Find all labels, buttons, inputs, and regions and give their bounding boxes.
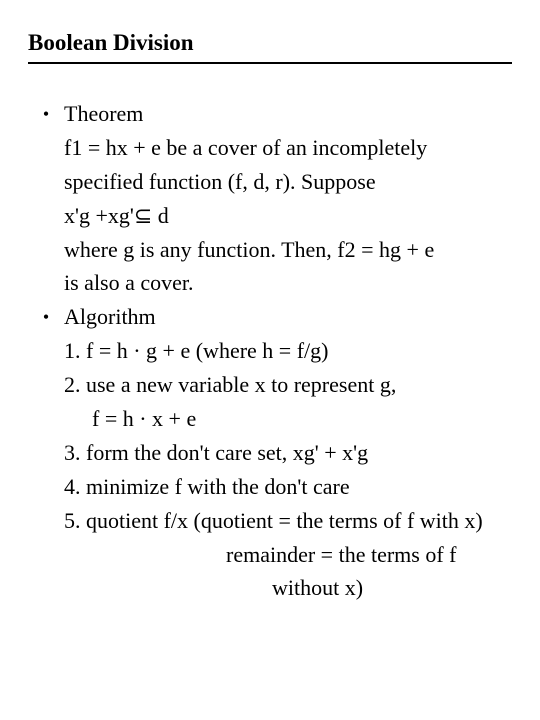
page-title: Boolean Division bbox=[28, 30, 512, 64]
algo-step: 4. minimize f with the don't care bbox=[28, 471, 512, 503]
theorem-line: f1 = hx + e be a cover of an incompletel… bbox=[28, 132, 512, 164]
bullet-label-algorithm: Algorithm bbox=[64, 301, 512, 333]
bullet-theorem: • Theorem bbox=[28, 98, 512, 130]
theorem-line: where g is any function. Then, f2 = hg +… bbox=[28, 234, 512, 266]
algo-tail: remainder = the terms of f bbox=[28, 539, 512, 571]
algo-step: 5. quotient f/x (quotient = the terms of… bbox=[28, 505, 512, 537]
algo-step: 1. f = h · g + e (where h = f/g) bbox=[28, 335, 512, 367]
bullet-algorithm: • Algorithm bbox=[28, 301, 512, 333]
algo-step: 2. use a new variable x to represent g, bbox=[28, 369, 512, 401]
bullet-dot-icon: • bbox=[28, 98, 64, 130]
algo-substep: f = h · x + e bbox=[28, 403, 512, 435]
bullet-label-theorem: Theorem bbox=[64, 98, 512, 130]
theorem-line: specified function (f, d, r). Suppose bbox=[28, 166, 512, 198]
theorem-line: x'g +xg'⊆ d bbox=[28, 200, 512, 232]
bullet-dot-icon: • bbox=[28, 301, 64, 333]
theorem-line: is also a cover. bbox=[28, 267, 512, 299]
algo-tail: without x) bbox=[28, 572, 512, 604]
algo-step: 3. form the don't care set, xg' + x'g bbox=[28, 437, 512, 469]
content-body: • Theorem f1 = hx + e be a cover of an i… bbox=[28, 98, 512, 604]
